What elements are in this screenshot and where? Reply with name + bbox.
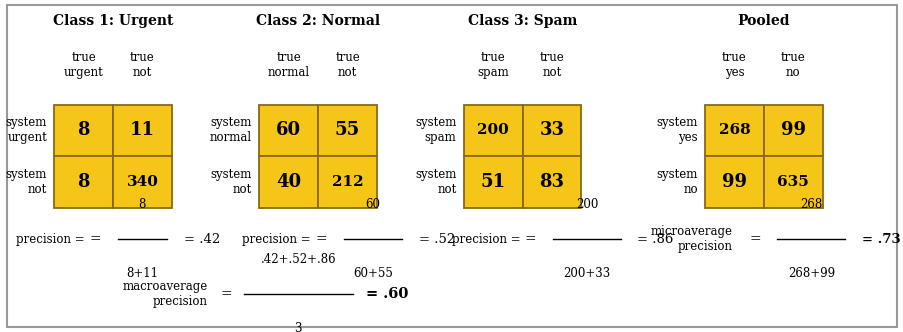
Text: true
urgent: true urgent — [64, 51, 103, 79]
Text: Class 1: Urgent: Class 1: Urgent — [52, 14, 173, 28]
Text: 8+11: 8+11 — [126, 267, 158, 280]
FancyBboxPatch shape — [522, 105, 581, 156]
FancyBboxPatch shape — [704, 105, 763, 156]
Text: Pooled: Pooled — [737, 14, 789, 28]
Text: system
urgent: system urgent — [5, 116, 47, 144]
Text: 200: 200 — [575, 198, 598, 211]
FancyBboxPatch shape — [463, 105, 522, 156]
Text: true
yes: true yes — [721, 51, 746, 79]
Text: macroaverage
precision: macroaverage precision — [123, 280, 208, 308]
Text: system
spam: system spam — [414, 116, 456, 144]
Text: 212: 212 — [331, 175, 363, 189]
FancyBboxPatch shape — [318, 105, 377, 156]
Text: 33: 33 — [539, 121, 563, 139]
Text: system
yes: system yes — [656, 116, 697, 144]
Text: =: = — [220, 287, 231, 301]
Text: 60: 60 — [276, 121, 301, 139]
Text: system
normal: system normal — [209, 116, 252, 144]
Text: precision =: precision = — [16, 232, 88, 246]
Text: =: = — [525, 232, 535, 246]
Text: .42+.52+.86: .42+.52+.86 — [260, 253, 336, 266]
Text: = .42: = .42 — [183, 232, 219, 246]
FancyBboxPatch shape — [259, 105, 318, 156]
Text: 99: 99 — [780, 121, 805, 139]
FancyBboxPatch shape — [522, 156, 581, 208]
Text: = .73: = .73 — [861, 232, 899, 246]
Text: =: = — [749, 232, 759, 246]
Text: 200+33: 200+33 — [563, 267, 610, 280]
Text: 99: 99 — [721, 173, 746, 191]
Text: system
not: system not — [414, 168, 456, 196]
Text: 60: 60 — [365, 198, 380, 211]
Text: Class 2: Normal: Class 2: Normal — [256, 14, 380, 28]
Text: Class 3: Spam: Class 3: Spam — [468, 14, 576, 28]
Text: =: = — [315, 232, 326, 246]
Text: 83: 83 — [539, 173, 563, 191]
FancyBboxPatch shape — [763, 105, 822, 156]
Text: microaverage
precision: microaverage precision — [650, 225, 732, 253]
Text: 3: 3 — [294, 322, 302, 332]
Text: 11: 11 — [130, 121, 154, 139]
Text: 200: 200 — [477, 123, 508, 137]
Text: 60+55: 60+55 — [352, 267, 393, 280]
Text: =: = — [89, 232, 100, 246]
Text: 51: 51 — [480, 173, 505, 191]
FancyBboxPatch shape — [113, 105, 172, 156]
FancyBboxPatch shape — [113, 156, 172, 208]
FancyBboxPatch shape — [259, 156, 318, 208]
Text: system
not: system not — [210, 168, 252, 196]
FancyBboxPatch shape — [318, 156, 377, 208]
Text: 8: 8 — [138, 198, 146, 211]
Text: 8: 8 — [78, 173, 89, 191]
Text: = .52: = .52 — [418, 232, 454, 246]
FancyBboxPatch shape — [463, 156, 522, 208]
Text: true
not: true not — [539, 51, 563, 79]
Text: precision =: precision = — [242, 232, 314, 246]
Text: 268: 268 — [718, 123, 749, 137]
FancyBboxPatch shape — [54, 156, 113, 208]
Text: 268+99: 268+99 — [787, 267, 834, 280]
Text: true
not: true not — [335, 51, 359, 79]
Text: true
normal: true normal — [267, 51, 310, 79]
Text: true
no: true no — [780, 51, 805, 79]
Text: 8: 8 — [78, 121, 89, 139]
FancyBboxPatch shape — [54, 105, 113, 156]
FancyBboxPatch shape — [704, 156, 763, 208]
Text: 40: 40 — [276, 173, 301, 191]
Text: 268: 268 — [799, 198, 822, 211]
Text: = .60: = .60 — [366, 287, 408, 301]
Text: true
not: true not — [130, 51, 154, 79]
Text: system
no: system no — [656, 168, 697, 196]
Text: = .86: = .86 — [637, 232, 673, 246]
Text: 635: 635 — [777, 175, 808, 189]
FancyBboxPatch shape — [763, 156, 822, 208]
Text: system
not: system not — [5, 168, 47, 196]
Text: 55: 55 — [335, 121, 359, 139]
Text: 340: 340 — [126, 175, 158, 189]
Text: true
spam: true spam — [477, 51, 508, 79]
Text: precision =: precision = — [452, 232, 524, 246]
